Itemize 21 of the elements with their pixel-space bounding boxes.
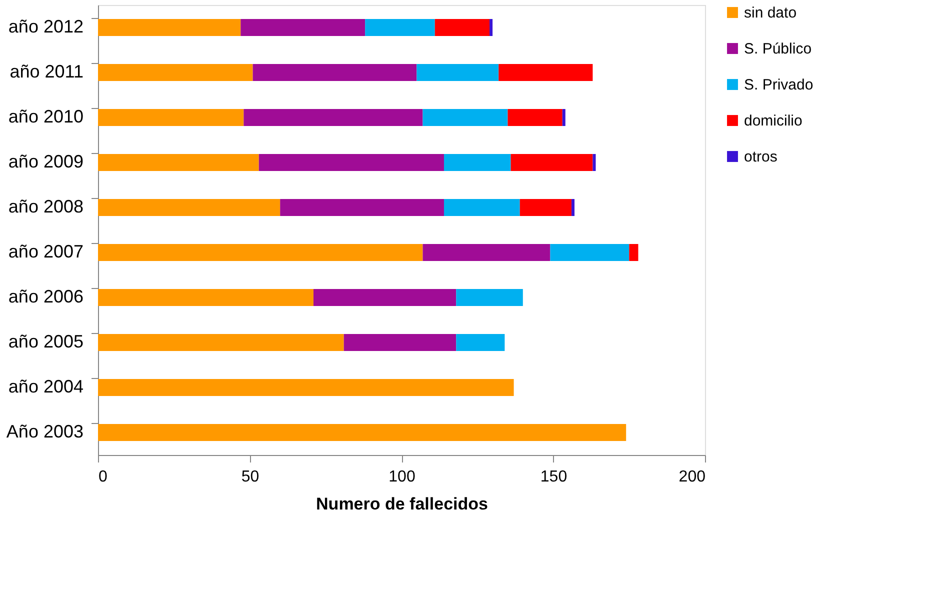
x-axis-title: Numero de fallecidos — [316, 494, 488, 514]
legend-label: domicilio — [744, 112, 802, 130]
legend-label: sin dato — [744, 4, 797, 22]
y-tick-label: año 2008 — [8, 196, 84, 216]
x-tick-label: 100 — [388, 468, 416, 486]
x-tick-label: 50 — [241, 468, 260, 486]
y-tick-label: año 2004 — [8, 376, 84, 396]
x-tick-label: 0 — [98, 468, 108, 486]
y-tick-label: año 2010 — [8, 106, 84, 126]
y-tick-label: año 2005 — [8, 332, 84, 352]
y-tick-label: año 2011 — [10, 62, 84, 82]
y-tick-label: año 2006 — [8, 286, 84, 306]
y-tick-label: año 2012 — [8, 16, 84, 36]
y-tick-label: año 2009 — [8, 152, 84, 172]
legend-label: S. Privado — [744, 76, 814, 94]
x-tick-label: 150 — [540, 468, 568, 486]
y-tick-label: año 2007 — [8, 242, 84, 262]
y-tick-label: Año 2003 — [6, 422, 84, 442]
legend-label: S. Público — [744, 40, 812, 58]
x-tick-label: 200 — [678, 468, 706, 486]
legend-label: otros — [744, 148, 778, 166]
